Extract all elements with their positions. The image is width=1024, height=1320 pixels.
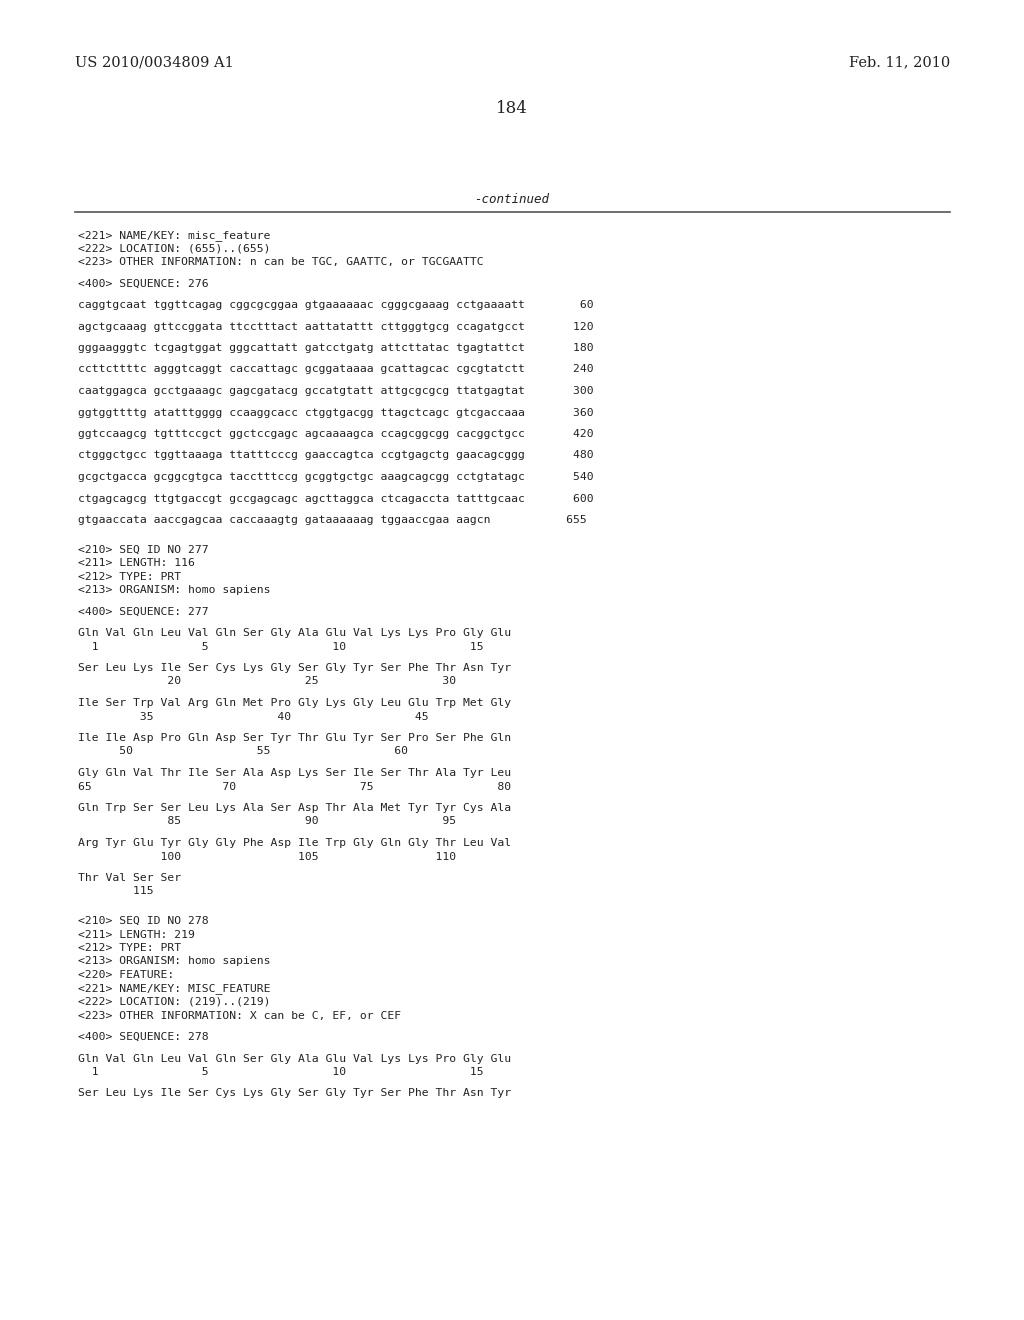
Text: 184: 184 [496, 100, 528, 117]
Text: ggtggttttg atatttgggg ccaaggcacc ctggtgacgg ttagctcagc gtcgaccaaa       360: ggtggttttg atatttgggg ccaaggcacc ctggtga… [78, 408, 594, 417]
Text: 20                  25                  30: 20 25 30 [78, 676, 456, 686]
Text: <221> NAME/KEY: misc_feature: <221> NAME/KEY: misc_feature [78, 230, 270, 242]
Text: Gln Val Gln Leu Val Gln Ser Gly Ala Glu Val Lys Lys Pro Gly Glu: Gln Val Gln Leu Val Gln Ser Gly Ala Glu … [78, 1053, 511, 1064]
Text: <400> SEQUENCE: 276: <400> SEQUENCE: 276 [78, 279, 209, 289]
Text: 35                  40                  45: 35 40 45 [78, 711, 429, 722]
Text: <211> LENGTH: 219: <211> LENGTH: 219 [78, 929, 195, 940]
Text: <212> TYPE: PRT: <212> TYPE: PRT [78, 942, 181, 953]
Text: ccttcttttc agggtcaggt caccattagc gcggataaaa gcattagcac cgcgtatctt       240: ccttcttttc agggtcaggt caccattagc gcggata… [78, 364, 594, 375]
Text: ctgagcagcg ttgtgaccgt gccgagcagc agcttaggca ctcagaccta tatttgcaac       600: ctgagcagcg ttgtgaccgt gccgagcagc agcttag… [78, 494, 594, 503]
Text: gtgaaccata aaccgagcaa caccaaagtg gataaaaaag tggaaccgaa aagcn           655: gtgaaccata aaccgagcaa caccaaagtg gataaaa… [78, 515, 587, 525]
Text: 65                   70                  75                  80: 65 70 75 80 [78, 781, 511, 792]
Text: <212> TYPE: PRT: <212> TYPE: PRT [78, 572, 181, 582]
Text: ctgggctgcc tggttaaaga ttatttcccg gaaccagtca ccgtgagctg gaacagcggg       480: ctgggctgcc tggttaaaga ttatttcccg gaaccag… [78, 450, 594, 461]
Text: <210> SEQ ID NO 278: <210> SEQ ID NO 278 [78, 916, 209, 927]
Text: Ile Ser Trp Val Arg Gln Met Pro Gly Lys Gly Leu Glu Trp Met Gly: Ile Ser Trp Val Arg Gln Met Pro Gly Lys … [78, 698, 511, 708]
Text: Ile Ile Asp Pro Gln Asp Ser Tyr Thr Glu Tyr Ser Pro Ser Phe Gln: Ile Ile Asp Pro Gln Asp Ser Tyr Thr Glu … [78, 733, 511, 743]
Text: gggaagggtc tcgagtggat gggcattatt gatcctgatg attcttatac tgagtattct       180: gggaagggtc tcgagtggat gggcattatt gatcctg… [78, 343, 594, 352]
Text: <223> OTHER INFORMATION: X can be C, EF, or CEF: <223> OTHER INFORMATION: X can be C, EF,… [78, 1011, 401, 1020]
Text: <211> LENGTH: 116: <211> LENGTH: 116 [78, 558, 195, 568]
Text: Gln Val Gln Leu Val Gln Ser Gly Ala Glu Val Lys Lys Pro Gly Glu: Gln Val Gln Leu Val Gln Ser Gly Ala Glu … [78, 628, 511, 638]
Text: <210> SEQ ID NO 277: <210> SEQ ID NO 277 [78, 544, 209, 554]
Text: <213> ORGANISM: homo sapiens: <213> ORGANISM: homo sapiens [78, 957, 270, 966]
Text: <222> LOCATION: (219)..(219): <222> LOCATION: (219)..(219) [78, 997, 270, 1007]
Text: 115: 115 [78, 887, 154, 896]
Text: -continued: -continued [474, 193, 550, 206]
Text: 1               5                  10                  15: 1 5 10 15 [78, 1067, 483, 1077]
Text: Feb. 11, 2010: Feb. 11, 2010 [849, 55, 950, 69]
Text: US 2010/0034809 A1: US 2010/0034809 A1 [75, 55, 233, 69]
Text: Arg Tyr Glu Tyr Gly Gly Phe Asp Ile Trp Gly Gln Gly Thr Leu Val: Arg Tyr Glu Tyr Gly Gly Phe Asp Ile Trp … [78, 838, 511, 847]
Text: Ser Leu Lys Ile Ser Cys Lys Gly Ser Gly Tyr Ser Phe Thr Asn Tyr: Ser Leu Lys Ile Ser Cys Lys Gly Ser Gly … [78, 663, 511, 673]
Text: caggtgcaat tggttcagag cggcgcggaa gtgaaaaaac cgggcgaaag cctgaaaatt        60: caggtgcaat tggttcagag cggcgcggaa gtgaaaa… [78, 300, 594, 310]
Text: <221> NAME/KEY: MISC_FEATURE: <221> NAME/KEY: MISC_FEATURE [78, 983, 270, 994]
Text: Thr Val Ser Ser: Thr Val Ser Ser [78, 873, 181, 883]
Text: Gly Gln Val Thr Ile Ser Ala Asp Lys Ser Ile Ser Thr Ala Tyr Leu: Gly Gln Val Thr Ile Ser Ala Asp Lys Ser … [78, 768, 511, 777]
Text: <400> SEQUENCE: 278: <400> SEQUENCE: 278 [78, 1032, 209, 1041]
Text: Gln Trp Ser Ser Leu Lys Ala Ser Asp Thr Ala Met Tyr Tyr Cys Ala: Gln Trp Ser Ser Leu Lys Ala Ser Asp Thr … [78, 803, 511, 813]
Text: <223> OTHER INFORMATION: n can be TGC, GAATTC, or TGCGAATTC: <223> OTHER INFORMATION: n can be TGC, G… [78, 257, 483, 267]
Text: <222> LOCATION: (655)..(655): <222> LOCATION: (655)..(655) [78, 243, 270, 253]
Text: 50                  55                  60: 50 55 60 [78, 747, 408, 756]
Text: 1               5                  10                  15: 1 5 10 15 [78, 642, 483, 652]
Text: Ser Leu Lys Ile Ser Cys Lys Gly Ser Gly Tyr Ser Phe Thr Asn Tyr: Ser Leu Lys Ile Ser Cys Lys Gly Ser Gly … [78, 1089, 511, 1098]
Text: caatggagca gcctgaaagc gagcgatacg gccatgtatt attgcgcgcg ttatgagtat       300: caatggagca gcctgaaagc gagcgatacg gccatgt… [78, 385, 594, 396]
Text: <400> SEQUENCE: 277: <400> SEQUENCE: 277 [78, 606, 209, 616]
Text: agctgcaaag gttccggata ttcctttact aattatattt cttgggtgcg ccagatgcct       120: agctgcaaag gttccggata ttcctttact aattata… [78, 322, 594, 331]
Text: 85                  90                  95: 85 90 95 [78, 817, 456, 826]
Text: 100                 105                 110: 100 105 110 [78, 851, 456, 862]
Text: <213> ORGANISM: homo sapiens: <213> ORGANISM: homo sapiens [78, 585, 270, 595]
Text: gcgctgacca gcggcgtgca tacctttccg gcggtgctgc aaagcagcgg cctgtatagc       540: gcgctgacca gcggcgtgca tacctttccg gcggtgc… [78, 473, 594, 482]
Text: ggtccaagcg tgtttccgct ggctccgagc agcaaaagca ccagcggcgg cacggctgcc       420: ggtccaagcg tgtttccgct ggctccgagc agcaaaa… [78, 429, 594, 440]
Text: <220> FEATURE:: <220> FEATURE: [78, 970, 174, 979]
